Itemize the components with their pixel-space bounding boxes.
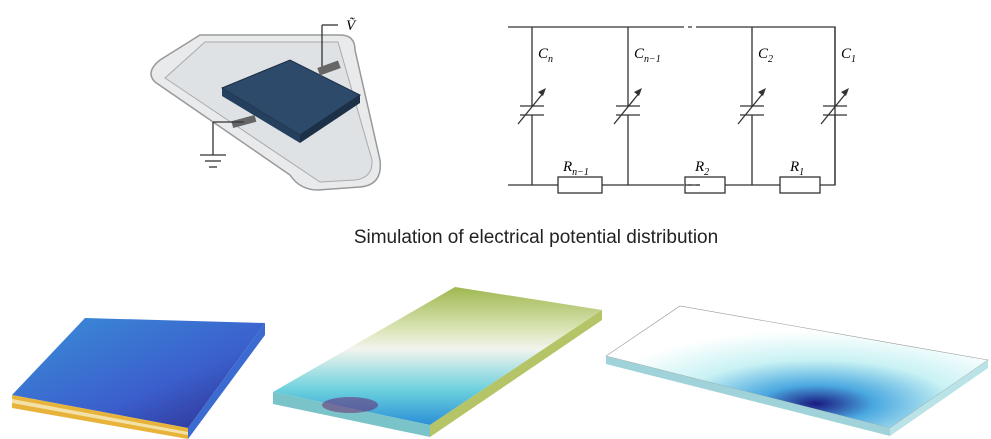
voltage-label: Ṽ	[346, 17, 357, 34]
capacitor-label: Cn	[538, 46, 553, 65]
resistor-label: Rn−1	[562, 159, 589, 178]
capacitor: C1	[821, 27, 856, 185]
capacitor: Cn−1	[614, 27, 661, 185]
caption: Simulation of electrical potential distr…	[354, 227, 718, 248]
resistor-label: R1	[789, 159, 804, 178]
figure: Ṽ Cn Cn−1 C2 C1 Rn−1 R2 R1 Simulation of el…	[0, 0, 991, 439]
capacitor-label: C2	[758, 46, 773, 65]
circuit: Cn Cn−1 C2 C1 Rn−1 R2 R1	[508, 27, 856, 193]
simulation-2	[273, 287, 602, 437]
capacitor-label: C1	[841, 46, 856, 65]
capacitor: C2	[738, 27, 773, 185]
capacitor: Cn	[518, 27, 553, 185]
simulation-1	[12, 318, 265, 439]
device-sketch: Ṽ	[151, 17, 380, 190]
resistor-label: R2	[694, 159, 709, 178]
capacitor-label: Cn−1	[634, 46, 661, 65]
simulation-3	[606, 306, 988, 436]
